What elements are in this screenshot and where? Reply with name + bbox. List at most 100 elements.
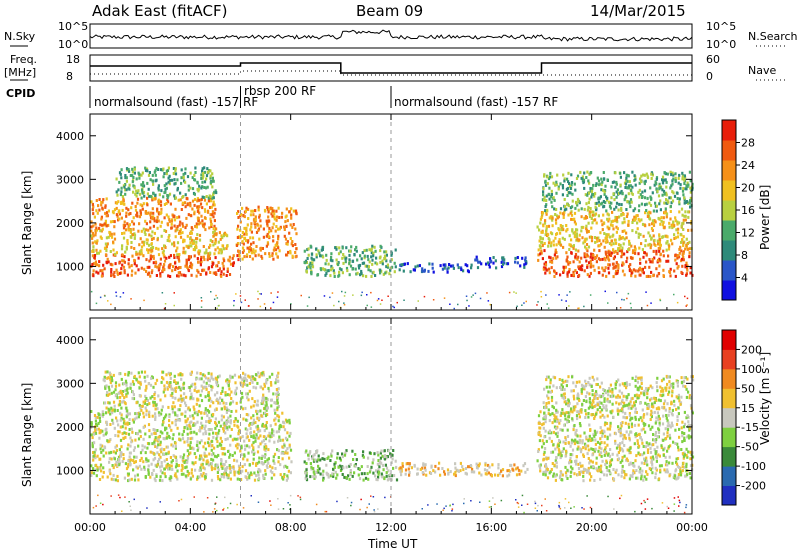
heatmap-cell: [390, 253, 393, 257]
heatmap-cell: [577, 199, 580, 203]
heatmap-cell: [360, 472, 363, 476]
heatmap-cell: [627, 248, 630, 252]
heatmap-cell: [150, 432, 153, 436]
heatmap-cell: [619, 175, 622, 179]
heatmap-cell: [167, 274, 170, 278]
heatmap-cell: [557, 187, 560, 191]
heatmap-cell: [277, 392, 280, 396]
heatmap-cell: [322, 452, 325, 456]
heatmap-cell: [176, 253, 179, 257]
y-tick-label: 2000: [56, 217, 84, 230]
heatmap-cell: [125, 245, 128, 249]
heatmap-cell: [367, 477, 370, 481]
heatmap-cell: [549, 256, 552, 260]
heatmap-cell: [248, 245, 251, 249]
heatmap-cell: [608, 258, 611, 262]
heatmap-cell: [185, 244, 188, 248]
heatmap-cell: [604, 448, 607, 452]
heatmap-cell: [380, 472, 383, 476]
heatmap-cell: [113, 208, 117, 212]
heatmap-cell: [622, 242, 625, 246]
heatmap-cell: [142, 181, 145, 185]
heatmap-cell: [621, 192, 624, 196]
heatmap-cell: [123, 419, 126, 423]
nave-label: Nave: [748, 64, 777, 77]
heatmap-cell: [366, 304, 368, 307]
heatmap-cell: [572, 231, 575, 235]
heatmap-cell: [553, 275, 556, 278]
heatmap-cell: [594, 236, 597, 239]
heatmap-cell: [202, 445, 205, 449]
heatmap-cell: [672, 191, 675, 195]
heatmap-cell: [576, 257, 579, 261]
heatmap-cell: [243, 215, 246, 219]
heatmap-cell: [141, 207, 144, 211]
heatmap-cell: [513, 291, 515, 293]
heatmap-cell: [160, 447, 163, 451]
heatmap-cell: [334, 461, 337, 465]
heatmap-cell: [329, 258, 332, 262]
heatmap-cell: [604, 184, 607, 188]
heatmap-cell: [501, 256, 504, 260]
heatmap-cell: [160, 168, 163, 172]
heatmap-cell: [115, 460, 118, 464]
heatmap-cell: [681, 175, 684, 179]
heatmap-cell: [610, 185, 613, 189]
heatmap-cell: [110, 235, 114, 239]
heatmap-cell: [215, 378, 218, 382]
heatmap-cell: [154, 173, 157, 177]
heatmap-cell: [639, 257, 642, 261]
heatmap-cell: [174, 411, 177, 415]
heatmap-cell: [367, 265, 370, 269]
heatmap-cell: [206, 170, 210, 174]
heatmap-cell: [547, 224, 551, 228]
heatmap-cell: [229, 421, 232, 425]
heatmap-cell: [229, 419, 232, 423]
heatmap-cell: [584, 237, 587, 241]
heatmap-cell: [610, 239, 613, 243]
heatmap-cell: [288, 456, 291, 460]
heatmap-cell: [263, 445, 266, 449]
heatmap-cell: [559, 243, 563, 247]
heatmap-cell: [666, 199, 669, 203]
heatmap-cell: [194, 224, 197, 228]
heatmap-cell: [372, 458, 375, 462]
heatmap-cell: [142, 202, 145, 206]
heatmap-cell: [118, 383, 121, 387]
heatmap-cell: [623, 434, 626, 437]
heatmap-cell: [112, 220, 115, 223]
heatmap-cell: [276, 414, 279, 418]
heatmap-cell: [95, 241, 98, 245]
heatmap-cell: [216, 397, 219, 401]
heatmap-cell: [383, 449, 386, 453]
heatmap-cell: [578, 233, 581, 237]
heatmap-cell: [622, 437, 625, 441]
heatmap-cell: [479, 297, 482, 300]
heatmap-cell: [146, 181, 149, 185]
heatmap-cell: [316, 273, 319, 277]
heatmap-cell: [215, 227, 218, 231]
heatmap-cell: [399, 466, 402, 470]
heatmap-cell: [248, 250, 251, 254]
heatmap-cell: [200, 454, 203, 458]
heatmap-cell: [554, 447, 557, 451]
heatmap-cell: [163, 216, 166, 220]
heatmap-cell: [269, 206, 272, 210]
heatmap-cell: [204, 410, 207, 414]
heatmap-cell: [640, 242, 643, 246]
heatmap-cell: [159, 212, 162, 216]
heatmap-cell: [135, 189, 138, 193]
heatmap-cell: [140, 173, 143, 177]
heatmap-cell: [668, 221, 671, 225]
heatmap-cell: [142, 425, 145, 429]
heatmap-cell: [112, 400, 116, 404]
heatmap-cell: [170, 443, 173, 447]
heatmap-cell: [143, 267, 146, 271]
heatmap-cell: [576, 197, 580, 201]
heatmap-cell: [90, 234, 93, 238]
heatmap-cell: [401, 462, 404, 466]
heatmap-cell: [318, 467, 321, 471]
heatmap-cell: [594, 218, 597, 222]
heatmap-cell: [542, 224, 545, 228]
heatmap-cell: [237, 224, 240, 228]
